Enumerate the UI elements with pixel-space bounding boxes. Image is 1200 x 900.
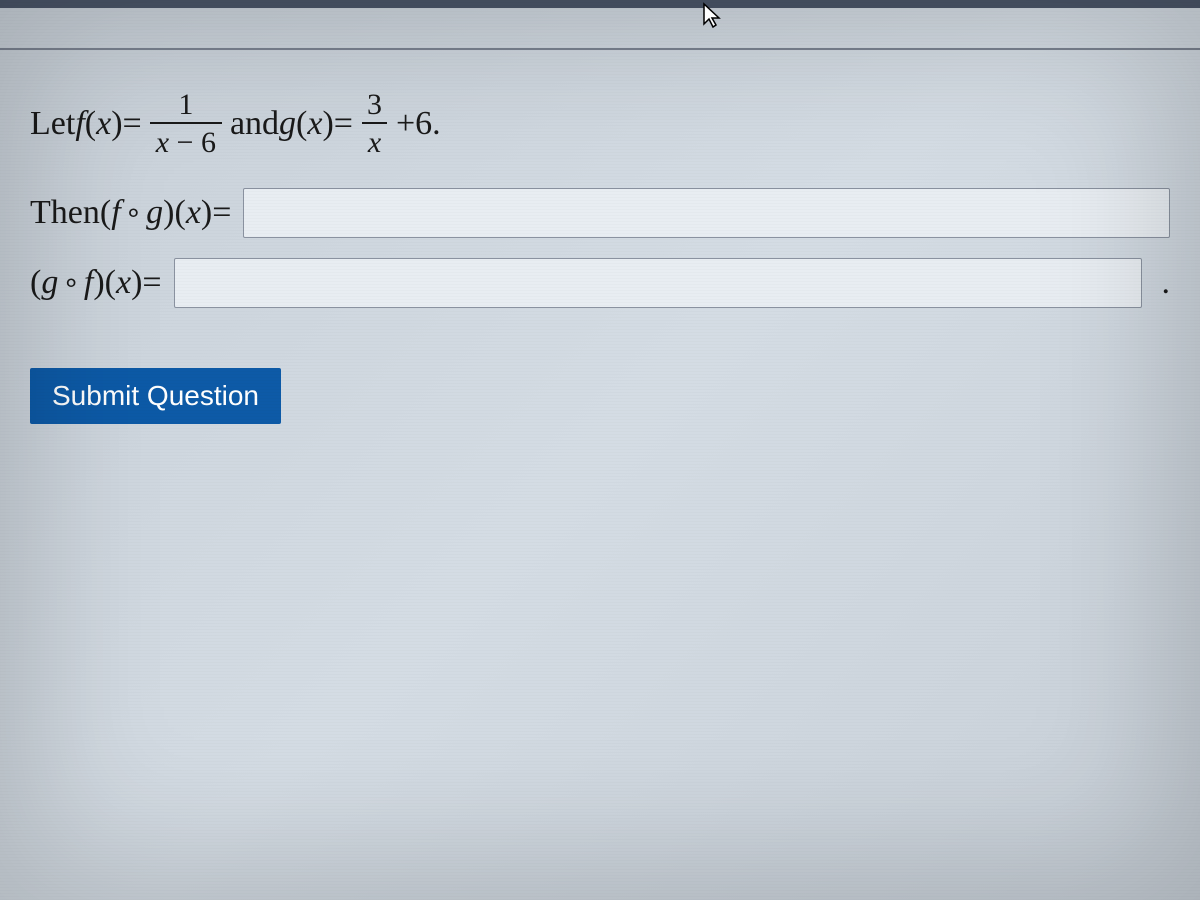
equals-2: = (334, 105, 353, 143)
trailing-period: . (1162, 264, 1171, 302)
fog-composition-line: Then ( f ∘ g ) ( x ) = (30, 188, 1170, 238)
let-text: Let (30, 105, 75, 143)
open-paren-4: ( (175, 194, 186, 232)
x-var-2: x (307, 105, 322, 143)
g-numerator: 3 (361, 90, 388, 122)
g-label: g (279, 105, 296, 143)
period-1: . (432, 105, 441, 143)
compose-2: ∘ (62, 266, 80, 300)
f-numerator: 1 (172, 90, 199, 122)
then-text: Then (30, 194, 100, 232)
close-paren-2: ) (322, 105, 333, 143)
window-top-bar (0, 0, 1200, 8)
close-paren-1: ) (111, 105, 122, 143)
gof-composition-line: ( g ∘ f ) ( x ) = . (30, 258, 1170, 308)
equals-3: = (212, 194, 231, 232)
fog-g: g (146, 194, 163, 232)
close-paren-4: ) (201, 194, 212, 232)
open-paren-6: ( (105, 264, 116, 302)
fog-f: f (111, 194, 120, 232)
open-paren-2: ( (296, 105, 307, 143)
close-paren-3: ) (163, 194, 174, 232)
g-fraction: 3 x (361, 90, 388, 158)
x-var-4: x (116, 264, 131, 302)
open-paren-5: ( (30, 264, 41, 302)
function-definitions-line: Let f ( x ) = 1 x − 6 and g ( x ) = 3 x … (30, 90, 1170, 158)
gof-g: g (41, 264, 58, 302)
close-paren-6: ) (131, 264, 142, 302)
g-denominator: x (362, 122, 387, 158)
submit-question-button[interactable]: Submit Question (30, 368, 281, 424)
equals-4: = (142, 264, 161, 302)
and-text: and (230, 105, 279, 143)
gof-answer-input[interactable] (174, 258, 1142, 308)
x-var-3: x (186, 194, 201, 232)
x-var-1: x (96, 105, 111, 143)
cursor-icon (700, 2, 724, 30)
f-label: f (75, 105, 84, 143)
open-paren-1: ( (85, 105, 96, 143)
g-constant: 6 (415, 105, 432, 143)
equals-1: = (123, 105, 142, 143)
compose-1: ∘ (125, 196, 143, 230)
gof-f: f (84, 264, 93, 302)
question-body: Let f ( x ) = 1 x − 6 and g ( x ) = 3 x … (30, 90, 1170, 424)
fog-answer-input[interactable] (243, 188, 1170, 238)
open-paren-3: ( (100, 194, 111, 232)
f-fraction: 1 x − 6 (150, 90, 222, 158)
horizontal-separator (0, 48, 1200, 50)
f-denominator: x − 6 (150, 122, 222, 158)
plus-text: + (396, 105, 415, 143)
close-paren-5: ) (93, 264, 104, 302)
